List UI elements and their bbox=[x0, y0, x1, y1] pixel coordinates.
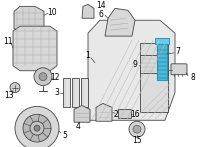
FancyBboxPatch shape bbox=[118, 109, 131, 118]
FancyBboxPatch shape bbox=[155, 38, 169, 44]
Text: 16: 16 bbox=[130, 110, 140, 119]
FancyBboxPatch shape bbox=[81, 78, 88, 107]
Text: 2: 2 bbox=[114, 110, 118, 119]
Circle shape bbox=[15, 106, 59, 147]
Text: 9: 9 bbox=[133, 60, 137, 69]
Polygon shape bbox=[105, 8, 135, 36]
Text: 3: 3 bbox=[54, 88, 59, 97]
Polygon shape bbox=[14, 6, 44, 29]
Text: 12: 12 bbox=[50, 73, 60, 82]
Circle shape bbox=[10, 83, 20, 92]
Polygon shape bbox=[13, 26, 57, 71]
FancyBboxPatch shape bbox=[72, 78, 79, 107]
Polygon shape bbox=[96, 103, 112, 121]
Text: 13: 13 bbox=[4, 91, 14, 100]
Text: 5: 5 bbox=[63, 131, 67, 140]
Circle shape bbox=[129, 121, 145, 137]
FancyBboxPatch shape bbox=[140, 55, 157, 73]
Polygon shape bbox=[82, 4, 94, 18]
Polygon shape bbox=[74, 105, 90, 122]
Text: 8: 8 bbox=[191, 73, 195, 82]
Text: 14: 14 bbox=[96, 1, 106, 10]
Text: 11: 11 bbox=[3, 37, 13, 46]
Circle shape bbox=[34, 68, 52, 86]
Circle shape bbox=[34, 125, 40, 131]
Circle shape bbox=[30, 121, 44, 135]
Text: 4: 4 bbox=[76, 122, 80, 131]
Text: 7: 7 bbox=[176, 47, 180, 56]
FancyBboxPatch shape bbox=[157, 44, 167, 80]
Text: 10: 10 bbox=[47, 8, 57, 17]
Text: 1: 1 bbox=[86, 51, 90, 60]
Circle shape bbox=[23, 114, 51, 142]
Text: 6: 6 bbox=[99, 10, 103, 19]
FancyBboxPatch shape bbox=[140, 43, 168, 112]
Circle shape bbox=[39, 73, 47, 81]
Circle shape bbox=[133, 125, 141, 133]
Text: 15: 15 bbox=[132, 136, 142, 145]
FancyBboxPatch shape bbox=[63, 78, 70, 107]
FancyBboxPatch shape bbox=[171, 64, 187, 75]
Polygon shape bbox=[88, 20, 175, 120]
